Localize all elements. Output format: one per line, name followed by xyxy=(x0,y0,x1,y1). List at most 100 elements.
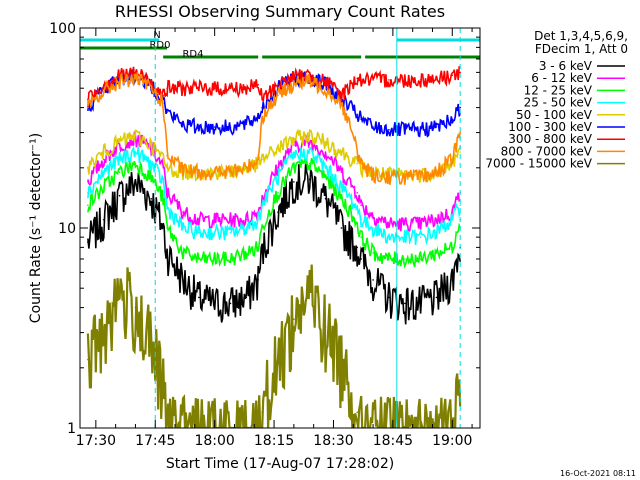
data-point xyxy=(356,151,359,153)
data-layer xyxy=(86,65,462,428)
data-point xyxy=(372,173,374,176)
data-point xyxy=(182,279,184,281)
data-point xyxy=(435,252,438,254)
data-point xyxy=(340,102,343,105)
data-point xyxy=(324,80,327,83)
data-point xyxy=(360,167,363,169)
data-point xyxy=(229,126,232,128)
data-point xyxy=(372,79,374,81)
data-point xyxy=(388,79,390,81)
data-point xyxy=(134,151,137,153)
data-point xyxy=(293,167,295,169)
data-point xyxy=(388,296,390,299)
data-point xyxy=(261,252,264,254)
data-point xyxy=(372,227,374,229)
data-point xyxy=(360,236,363,238)
data-point xyxy=(162,386,164,389)
data-point xyxy=(103,84,105,86)
data-point xyxy=(261,198,264,200)
data-point xyxy=(198,126,200,128)
legend-label: 12 - 25 keV xyxy=(524,83,593,97)
data-point xyxy=(245,167,248,169)
data-point xyxy=(103,171,105,173)
series-line-0 xyxy=(87,163,461,325)
data-point xyxy=(166,207,168,210)
data-point xyxy=(419,223,422,225)
data-point xyxy=(87,358,89,361)
data-point xyxy=(404,79,406,81)
data-point xyxy=(182,169,184,171)
data-point xyxy=(451,218,454,221)
data-point xyxy=(134,77,137,80)
data-point xyxy=(459,151,462,153)
data-point xyxy=(257,279,260,281)
data-point xyxy=(245,218,248,221)
data-point xyxy=(198,218,200,221)
axes: 17:30 17:45 18:00 18:15 18:30 18:45 19:00 1 10 10… xyxy=(49,21,480,449)
data-point xyxy=(451,211,454,213)
data-point xyxy=(324,87,327,89)
data-point xyxy=(87,192,89,194)
data-point xyxy=(229,258,232,260)
data-point xyxy=(324,167,327,169)
data-point xyxy=(162,102,164,105)
data-point xyxy=(245,87,248,89)
data-point xyxy=(360,258,363,260)
legend-label: 3 - 6 keV xyxy=(539,59,593,73)
data-point xyxy=(324,176,327,178)
data-point xyxy=(150,198,153,200)
legend-label: 100 - 300 keV xyxy=(508,120,592,134)
data-point xyxy=(118,140,121,143)
legend: Det 1,3,4,5,6,9,FDecim 1, Att 0 3 - 6 keV… xyxy=(485,29,628,171)
data-point xyxy=(404,236,406,238)
data-point xyxy=(435,218,438,221)
data-point xyxy=(356,113,359,116)
data-point xyxy=(166,154,168,157)
data-point xyxy=(182,227,184,229)
data-point xyxy=(198,171,200,173)
data-point xyxy=(419,176,422,178)
data-point xyxy=(404,223,406,225)
data-point xyxy=(388,176,390,178)
data-point xyxy=(150,176,153,178)
data-point xyxy=(340,358,343,361)
data-point xyxy=(324,151,327,153)
data-point xyxy=(229,171,232,173)
data-point xyxy=(459,204,462,206)
data-point xyxy=(118,291,121,293)
chart-title: RHESSI Observing Summary Count Rates xyxy=(115,2,445,21)
data-point xyxy=(166,167,168,169)
data-point xyxy=(277,358,279,361)
data-point xyxy=(360,218,363,221)
data-point xyxy=(118,144,121,146)
data-point xyxy=(388,236,390,238)
series-2 xyxy=(87,157,462,269)
x-tick-label: 17:30 xyxy=(76,433,116,449)
data-point xyxy=(229,218,232,221)
data-point xyxy=(451,158,454,161)
data-point xyxy=(308,80,311,83)
data-point xyxy=(103,218,105,221)
data-point xyxy=(404,258,406,260)
data-point xyxy=(293,76,295,78)
data-point xyxy=(87,167,89,169)
data-point xyxy=(360,118,363,120)
data-point xyxy=(162,158,164,161)
series-line-3 xyxy=(87,145,461,246)
data-point xyxy=(356,207,359,210)
data-point xyxy=(166,192,168,194)
data-point xyxy=(356,192,359,194)
data-point xyxy=(308,134,311,137)
data-point xyxy=(277,192,279,194)
data-point xyxy=(404,302,406,305)
data-point xyxy=(245,296,248,299)
data-point xyxy=(404,176,406,178)
data-point xyxy=(293,144,295,146)
data-point xyxy=(308,291,311,293)
x-axis-label: Start Time (17-Aug-07 17:28:02) xyxy=(166,456,394,472)
legend-header: Det 1,3,4,5,6,9, xyxy=(534,29,628,43)
data-point xyxy=(340,198,343,200)
data-point xyxy=(340,94,343,97)
data-point xyxy=(245,252,248,254)
data-point xyxy=(293,181,295,183)
